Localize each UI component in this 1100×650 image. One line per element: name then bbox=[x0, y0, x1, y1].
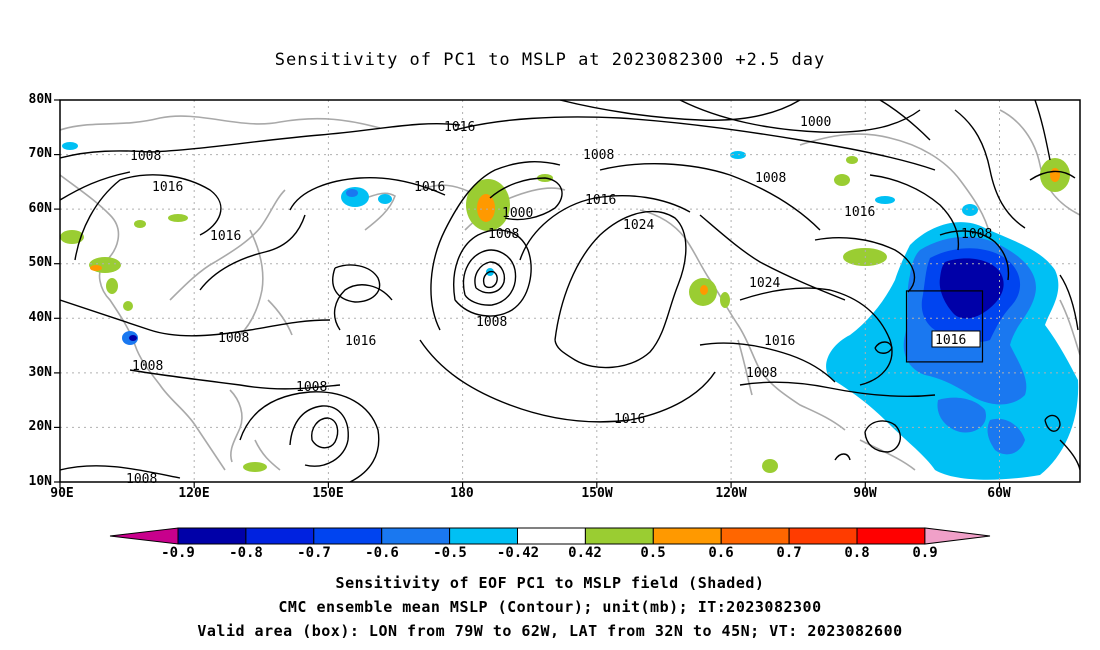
lon-label: 60W bbox=[987, 486, 1011, 501]
box-contour-label: 1016 bbox=[935, 333, 966, 348]
contour-label: 1016 bbox=[585, 193, 616, 208]
contour-label: 1008 bbox=[130, 149, 161, 164]
lat-label: 60N bbox=[28, 201, 52, 216]
caption-line-2: CMC ensemble mean MSLP (Contour); unit(m… bbox=[278, 598, 822, 616]
contour-label: 1016 bbox=[764, 334, 795, 349]
contour-label: 1000 bbox=[800, 115, 831, 130]
lat-lon-grid bbox=[60, 100, 1080, 482]
colorbar-segment bbox=[517, 527, 586, 545]
lat-label: 30N bbox=[28, 365, 52, 380]
contour-label: 1008 bbox=[476, 315, 507, 330]
map-title: Sensitivity of PC1 to MSLP at 2023082300… bbox=[274, 50, 826, 70]
contour-label: 1008 bbox=[296, 380, 327, 395]
lon-label: 90E bbox=[50, 486, 74, 501]
colorbar-label: 0.42 bbox=[568, 545, 602, 561]
lat-label: 10N bbox=[28, 474, 52, 489]
contour-label: 1008 bbox=[746, 366, 777, 381]
colorbar-label: 0.6 bbox=[708, 545, 734, 561]
colorbar-segment bbox=[381, 527, 451, 545]
contour-label: 1016 bbox=[152, 180, 183, 195]
mslp-contours bbox=[60, 100, 1080, 482]
lon-label: 150E bbox=[312, 486, 344, 501]
colorbar-label: -0.9 bbox=[161, 545, 195, 561]
colorbar-label: -0.42 bbox=[496, 545, 540, 561]
box-label-bg bbox=[931, 330, 981, 348]
colorbar-segment bbox=[720, 527, 790, 545]
colorbar-over-arrow bbox=[924, 527, 991, 545]
colorbar-label: 0.5 bbox=[640, 545, 666, 561]
colorbar-label: 0.8 bbox=[844, 545, 870, 561]
colorbar-segment bbox=[313, 527, 383, 545]
lon-label: 180 bbox=[450, 486, 474, 501]
contour-label: 1008 bbox=[126, 472, 157, 487]
contour-labels: 1016 1008 1016 1016 1016 1008 1000 1008 … bbox=[126, 115, 992, 487]
colorbar-segment bbox=[245, 527, 315, 545]
contour-label: 1016 bbox=[614, 412, 645, 427]
colorbar-label: 0.9 bbox=[912, 545, 938, 561]
colorbar-label: 0.7 bbox=[776, 545, 802, 561]
colorbar-label: -0.6 bbox=[365, 545, 399, 561]
valid-area-box bbox=[905, 290, 984, 363]
colorbar-segment bbox=[449, 527, 519, 545]
colorbar-segment bbox=[584, 527, 654, 545]
contour-label: 1008 bbox=[132, 359, 163, 374]
contour-label: 1000 bbox=[502, 206, 533, 221]
contour-label: 1008 bbox=[961, 227, 992, 242]
colorbar-label: -0.7 bbox=[297, 545, 331, 561]
colorbar-segment bbox=[652, 527, 722, 545]
contour-label: 1008 bbox=[583, 148, 614, 163]
colorbar-label: -0.5 bbox=[433, 545, 467, 561]
contour-label: 1008 bbox=[755, 171, 786, 186]
colorbar-under-arrow bbox=[109, 527, 179, 545]
contour-label: 1008 bbox=[218, 331, 249, 346]
lat-label: 70N bbox=[28, 146, 52, 161]
lat-label: 20N bbox=[28, 419, 52, 434]
colorbar-segment bbox=[788, 527, 858, 545]
lat-label: 80N bbox=[28, 92, 52, 107]
map-frame bbox=[59, 99, 1081, 483]
axis-ticks bbox=[54, 99, 1001, 488]
lon-label: 120E bbox=[178, 486, 210, 501]
colorbar-segment bbox=[856, 527, 926, 545]
caption-line-1: Sensitivity of EOF PC1 to MSLP field (Sh… bbox=[335, 574, 765, 592]
colorbar bbox=[109, 527, 991, 545]
contour-label: 1024 bbox=[623, 218, 654, 233]
colorbar-segment bbox=[177, 527, 247, 545]
lon-label: 150W bbox=[581, 486, 613, 501]
contour-label: 1016 bbox=[210, 229, 241, 244]
lon-label: 120W bbox=[715, 486, 747, 501]
lon-label: 90W bbox=[853, 486, 877, 501]
contour-label: 1016 bbox=[844, 205, 875, 220]
contour-label: 1008 bbox=[488, 227, 519, 242]
sensitivity-shading bbox=[60, 142, 1079, 480]
colorbar-label: -0.8 bbox=[229, 545, 263, 561]
contour-label: 1016 bbox=[414, 180, 445, 195]
lat-label: 50N bbox=[28, 255, 52, 270]
contour-label: 1016 bbox=[345, 334, 376, 349]
caption-line-3: Valid area (box): LON from 79W to 62W, L… bbox=[197, 622, 903, 640]
lat-label: 40N bbox=[28, 310, 52, 325]
contour-label: 1024 bbox=[749, 276, 780, 291]
contour-label: 1016 bbox=[444, 120, 475, 135]
